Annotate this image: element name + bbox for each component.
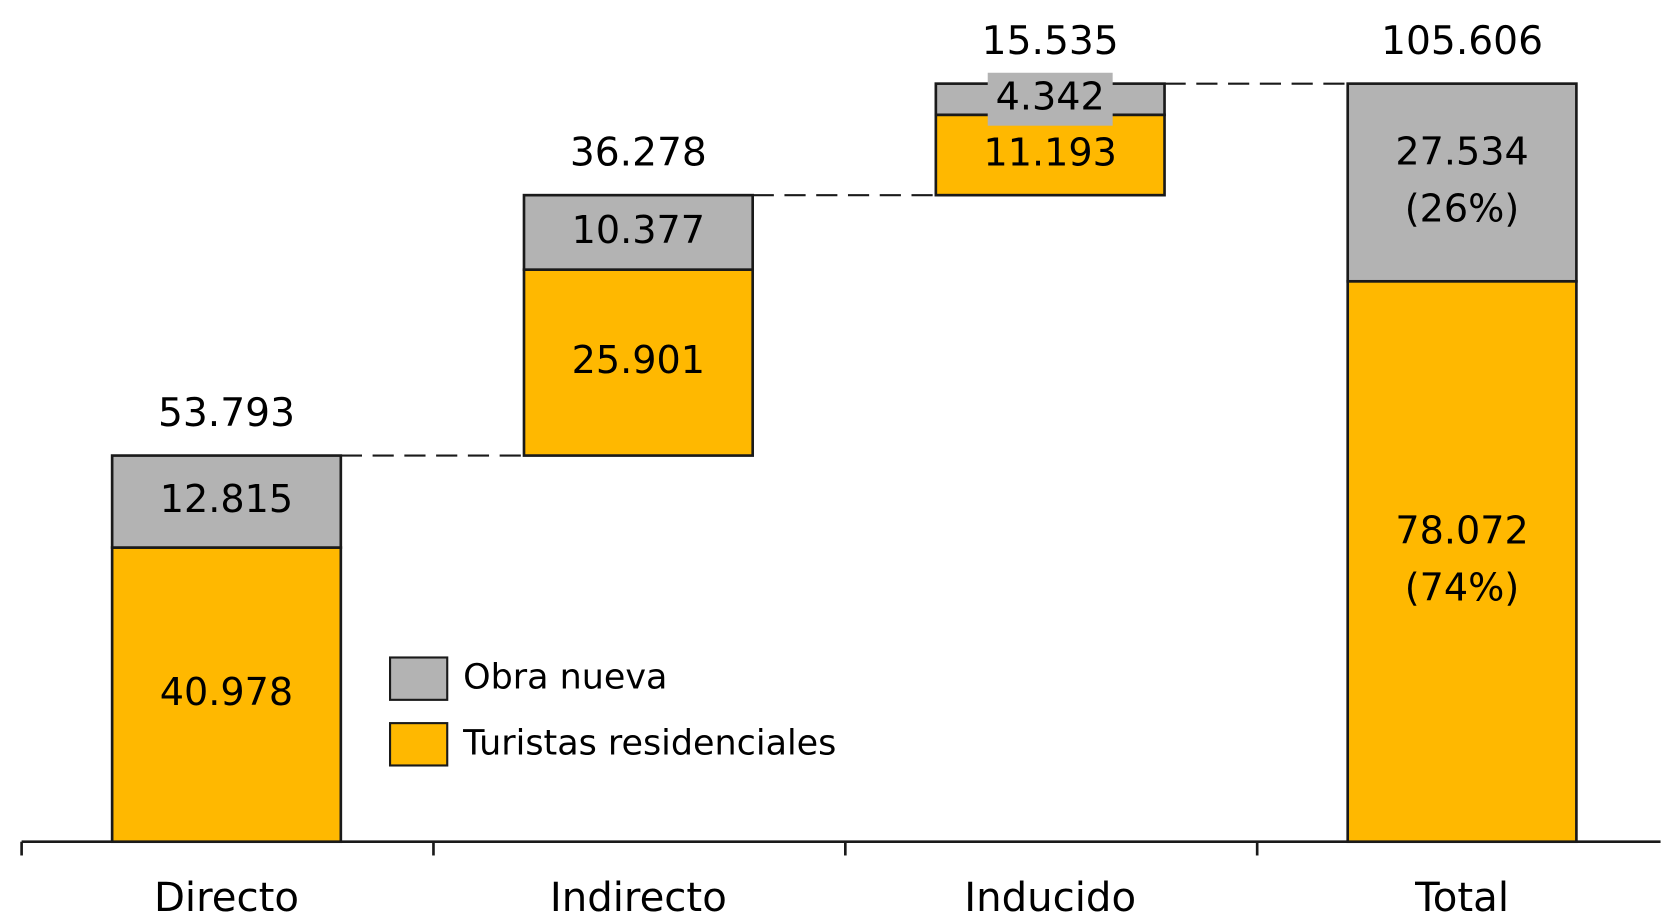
legend-label: Obra nueva: [463, 658, 667, 698]
share-label: (74%): [1405, 566, 1519, 610]
segment-label: 11.193: [984, 130, 1117, 174]
x-tick-label: Directo: [154, 875, 299, 919]
bar-segment: [110, 546, 343, 844]
legend-swatch: [388, 722, 449, 767]
bar-segment: [1346, 82, 1578, 283]
total-label: 53.793: [158, 391, 295, 436]
total-label: 15.535: [982, 19, 1119, 64]
x-tick-label: Indirecto: [550, 875, 727, 919]
segment-label: 40.978: [160, 670, 293, 714]
segment-label: 27.534: [1395, 129, 1528, 173]
bar-segment: [522, 193, 755, 271]
x-tick-label: Total: [1414, 875, 1509, 919]
segment-label: 25.901: [572, 338, 705, 382]
segment-label: 10.377: [572, 208, 705, 252]
total-label: 36.278: [570, 130, 707, 175]
legend-swatch: [388, 656, 449, 701]
x-tick-label: Inducido: [964, 875, 1136, 919]
segment-label: 12.815: [160, 477, 293, 521]
share-label: (26%): [1405, 187, 1519, 231]
segment-label: 4.342: [996, 75, 1105, 119]
bar-segment: [110, 454, 343, 549]
total-label: 105.606: [1381, 19, 1543, 64]
segment-label: 78.072: [1395, 508, 1528, 552]
label-bg: [987, 72, 1113, 126]
bar-segment: [1346, 279, 1578, 844]
legend-label: Turistas residenciales: [462, 723, 836, 763]
